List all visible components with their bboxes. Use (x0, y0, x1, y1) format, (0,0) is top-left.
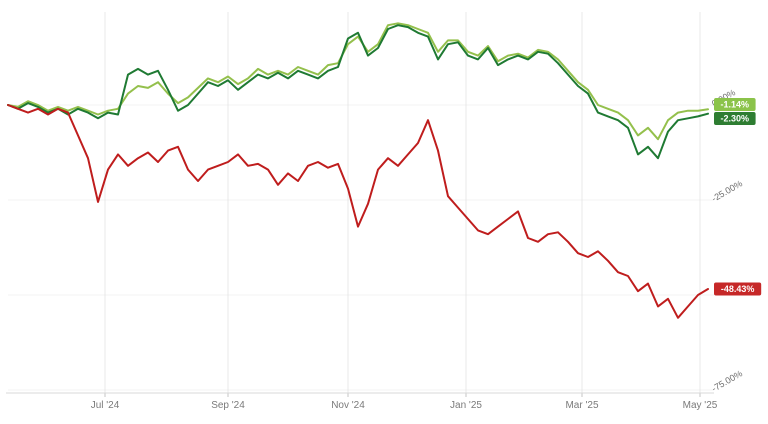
last-value-badge-label: -2.30% (721, 114, 750, 124)
last-value-badge-label: -1.14% (721, 100, 750, 110)
last-value-badge (714, 98, 756, 112)
x-tick-label: Jan '25 (450, 400, 482, 411)
y-tick-label: -75.00% (710, 368, 744, 393)
last-value-badge-label: -48.43% (721, 284, 755, 294)
x-tick-label: Mar '25 (565, 400, 598, 411)
x-tick-label: Jul '24 (91, 400, 120, 411)
light-green-series-line (7, 22, 709, 141)
last-value-badge (714, 112, 756, 126)
x-tick-label: Nov '24 (331, 400, 365, 411)
last-value-badge (714, 282, 762, 296)
dark-green-series-line (7, 24, 709, 160)
red-series-line (7, 104, 709, 319)
x-tick-label: Sep '24 (211, 400, 245, 411)
x-tick-label: May '25 (683, 400, 718, 411)
y-tick-label: -25.00% (710, 178, 744, 203)
